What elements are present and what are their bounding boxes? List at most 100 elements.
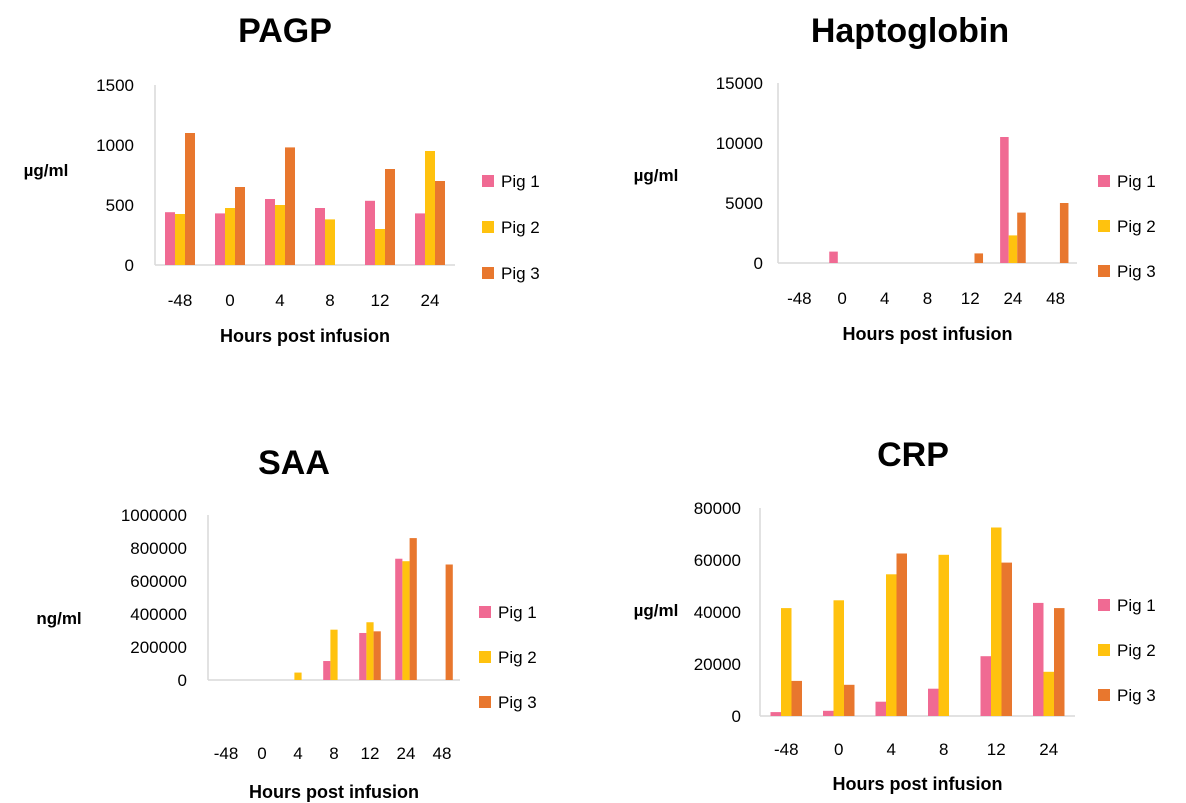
legend-item: Pig 3 bbox=[482, 264, 540, 283]
x-tick-label: 24 bbox=[1039, 740, 1058, 759]
y-tick-label: 1000 bbox=[96, 136, 134, 155]
chart-panel-haptoglobin: Haptoglobin µg/ml Hours post infusion 0 5000… bbox=[634, 12, 1156, 344]
legend-swatch bbox=[1098, 599, 1110, 611]
bar-pig-1 bbox=[395, 558, 403, 680]
bar-pig-3 bbox=[1059, 203, 1069, 263]
x-axis-label: Hours post infusion bbox=[833, 774, 1003, 794]
y-tick-label: 0 bbox=[125, 256, 134, 275]
x-tick-label: 0 bbox=[257, 744, 266, 763]
bar-pig-2 bbox=[886, 574, 897, 716]
y-axis-label: µg/ml bbox=[634, 601, 679, 620]
bar-pig-2 bbox=[225, 208, 235, 265]
bar-pig-3 bbox=[1054, 608, 1065, 716]
y-axis-label: ng/ml bbox=[36, 609, 81, 628]
bar-pig-1 bbox=[415, 213, 425, 265]
x-tick-label: 24 bbox=[421, 291, 440, 310]
y-tick-label: 800000 bbox=[130, 539, 187, 558]
bar-pig-1 bbox=[265, 199, 275, 265]
bar-pig-2 bbox=[781, 608, 792, 716]
legend-item: Pig 1 bbox=[479, 603, 537, 622]
bar-pig-3 bbox=[896, 553, 907, 716]
bar-pig-2 bbox=[294, 672, 302, 680]
y-tick-label: 1500 bbox=[96, 76, 134, 95]
bar-pig-3 bbox=[409, 538, 417, 680]
x-tick-label: 0 bbox=[834, 740, 843, 759]
y-tick-label: 400000 bbox=[130, 605, 187, 624]
legend-item: Pig 3 bbox=[1098, 262, 1156, 281]
bar-pig-3 bbox=[791, 680, 802, 716]
bar-pig-3 bbox=[235, 187, 245, 265]
bar-pig-1 bbox=[165, 212, 175, 265]
x-tick-label: 8 bbox=[329, 744, 338, 763]
legend-swatch bbox=[1098, 689, 1110, 701]
legend-label: Pig 2 bbox=[498, 648, 537, 667]
legend-item: Pig 2 bbox=[1098, 217, 1156, 236]
chart-panel-pagp: PAGP µg/ml Hours post infusion 0 500 1000 1500… bbox=[24, 12, 540, 346]
bar-pig-3 bbox=[285, 147, 295, 265]
y-tick-label: 0 bbox=[754, 254, 763, 273]
bar-pig-2 bbox=[275, 205, 285, 265]
bar-pig-1 bbox=[365, 200, 375, 265]
legend-item: Pig 2 bbox=[1098, 641, 1156, 660]
bar-pig-2 bbox=[1043, 671, 1054, 716]
x-tick-label: 12 bbox=[361, 744, 380, 763]
legend-label: Pig 2 bbox=[1117, 217, 1156, 236]
x-tick-label: 4 bbox=[275, 291, 284, 310]
legend-swatch bbox=[1098, 220, 1110, 232]
y-tick-label: 60000 bbox=[694, 551, 741, 570]
bar-pig-1 bbox=[980, 656, 991, 716]
bar-pig-3 bbox=[385, 169, 395, 265]
chart-panel-crp: CRP µg/ml Hours post infusion 0 20000 40000 60… bbox=[634, 436, 1156, 794]
bar-pig-1 bbox=[770, 712, 781, 716]
legend-label: Pig 1 bbox=[1117, 596, 1156, 615]
y-tick-label: 10000 bbox=[716, 134, 763, 153]
y-tick-label: 500 bbox=[106, 196, 134, 215]
x-tick-label: 48 bbox=[1046, 289, 1065, 308]
legend-item: Pig 2 bbox=[479, 648, 537, 667]
x-tick-label: 12 bbox=[371, 291, 390, 310]
legend-swatch bbox=[1098, 175, 1110, 187]
legend-label: Pig 3 bbox=[501, 264, 540, 283]
bar-pig-1 bbox=[315, 208, 325, 265]
y-tick-label: 15000 bbox=[716, 74, 763, 93]
x-axis-label: Hours post infusion bbox=[220, 326, 390, 346]
y-tick-label: 1000000 bbox=[121, 506, 187, 525]
x-tick-label: 12 bbox=[987, 740, 1006, 759]
bar-pig-3 bbox=[1001, 562, 1012, 716]
bar-pig-1 bbox=[829, 251, 838, 263]
x-tick-label: -48 bbox=[787, 289, 812, 308]
bar-pig-2 bbox=[425, 151, 435, 265]
y-tick-label: 80000 bbox=[694, 499, 741, 518]
legend-swatch bbox=[482, 221, 494, 233]
chart-title: PAGP bbox=[238, 12, 332, 50]
bar-pig-1 bbox=[823, 710, 834, 716]
bar-pig-1 bbox=[1033, 602, 1044, 716]
legend-swatch bbox=[479, 696, 491, 708]
chart-title: CRP bbox=[877, 436, 949, 474]
legend-label: Pig 3 bbox=[1117, 262, 1156, 281]
x-axis-label: Hours post infusion bbox=[843, 324, 1013, 344]
legend-item: Pig 2 bbox=[482, 218, 540, 237]
chart-panel-saa: SAA ng/ml Hours post infusion 0 200000 400000… bbox=[36, 444, 536, 802]
bar-pig-2 bbox=[938, 554, 949, 716]
x-tick-label: 4 bbox=[887, 740, 896, 759]
legend-item: Pig 1 bbox=[1098, 172, 1156, 191]
bar-pig-1 bbox=[1000, 137, 1009, 263]
legend-label: Pig 2 bbox=[1117, 641, 1156, 660]
y-tick-label: 5000 bbox=[725, 194, 763, 213]
x-axis-label: Hours post infusion bbox=[249, 782, 419, 802]
legend-item: Pig 1 bbox=[482, 172, 540, 191]
y-tick-label: 600000 bbox=[130, 572, 187, 591]
bar-pig-2 bbox=[175, 214, 185, 265]
legend-label: Pig 1 bbox=[498, 603, 537, 622]
legend-swatch bbox=[482, 267, 494, 279]
bar-pig-3 bbox=[445, 564, 453, 680]
bar-pig-2 bbox=[1008, 235, 1018, 263]
x-tick-label: -48 bbox=[214, 744, 239, 763]
x-tick-label: 24 bbox=[1003, 289, 1022, 308]
bar-pig-2 bbox=[375, 229, 385, 265]
bar-pig-2 bbox=[325, 219, 335, 265]
bar-pig-3 bbox=[435, 181, 445, 265]
bar-pig-1 bbox=[928, 688, 939, 716]
